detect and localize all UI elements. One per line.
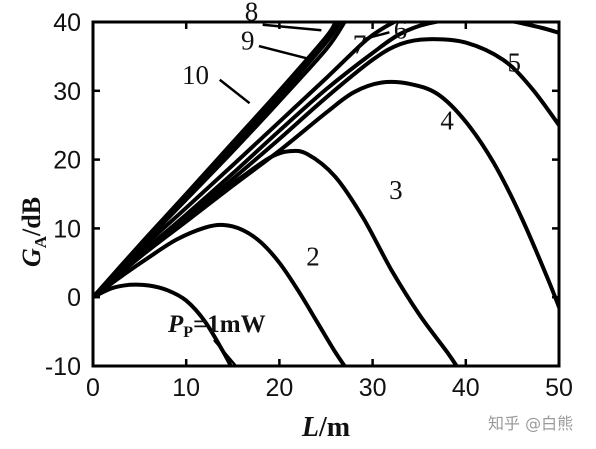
x-tick-label: 10 xyxy=(172,374,200,402)
x-tick-label: 50 xyxy=(545,374,573,402)
series-label-5: 5 xyxy=(508,48,522,78)
annotation-leader-line xyxy=(213,339,237,367)
leader-line-1 xyxy=(262,23,322,32)
series-curve-2 xyxy=(93,222,347,366)
y-tick-label: 0 xyxy=(67,284,81,312)
series-label-4: 4 xyxy=(440,105,454,135)
x-tick-label: 20 xyxy=(265,374,293,402)
series-label-10: 10 xyxy=(182,60,209,90)
leader-line-2 xyxy=(258,44,311,61)
leader-line-4 xyxy=(362,31,390,41)
y-tick-label: 10 xyxy=(53,215,81,243)
plot-frame xyxy=(91,20,561,368)
series-curve-5 xyxy=(93,37,559,300)
series-label-2: 2 xyxy=(306,242,320,272)
watermark: 知乎 @白熊 xyxy=(488,414,574,433)
series-curve-6 xyxy=(93,22,559,300)
x-tick-label: 30 xyxy=(359,374,387,402)
series-curve-10 xyxy=(93,22,338,300)
leader-line-3 xyxy=(218,78,251,105)
x-tick-label: 40 xyxy=(452,374,480,402)
x-axis-title: L/m xyxy=(301,412,350,443)
pump-power-annotation: PP=1mW xyxy=(167,311,266,341)
y-tick-label: -10 xyxy=(45,353,81,381)
series-label-8: 8 xyxy=(245,0,259,27)
series-label-6: 6 xyxy=(394,15,408,45)
y-tick-label: 20 xyxy=(53,147,81,175)
y-tick-label: 40 xyxy=(53,9,81,37)
series-curves xyxy=(93,22,559,366)
series-curve-7 xyxy=(93,22,399,300)
series-label-9: 9 xyxy=(241,26,255,56)
y-axis-title: GA/dB xyxy=(17,197,50,267)
series-label-3: 3 xyxy=(389,175,403,205)
y-tick-label: 30 xyxy=(53,78,81,106)
series-curve-4 xyxy=(93,79,559,313)
label-leader-lines xyxy=(218,23,390,105)
x-tick-label: 0 xyxy=(86,374,100,402)
series-label-7: 7 xyxy=(353,30,367,60)
